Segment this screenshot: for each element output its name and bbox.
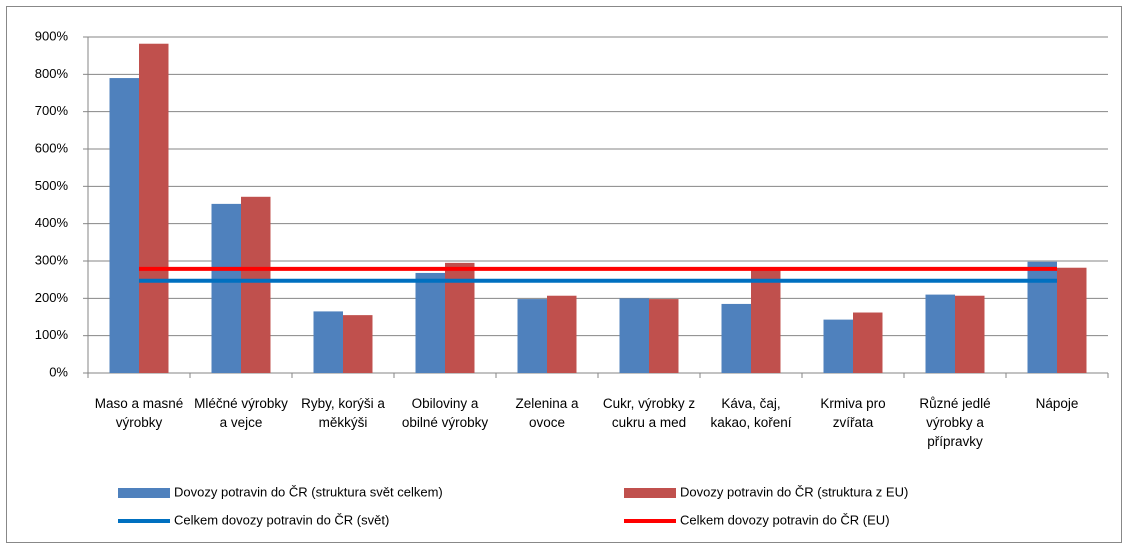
bar xyxy=(109,78,139,374)
bar xyxy=(547,295,577,373)
x-tick-label: Maso a masné výrobky xyxy=(94,396,184,430)
bar xyxy=(211,203,241,373)
x-tick-label: Zelenina a ovoce xyxy=(515,396,579,430)
y-tick-label: 400% xyxy=(35,215,69,230)
bar xyxy=(343,315,373,373)
legend-swatch xyxy=(624,488,676,498)
bar xyxy=(139,43,169,373)
bar xyxy=(955,295,985,373)
y-tick-label: 300% xyxy=(35,252,69,267)
bar xyxy=(619,298,649,373)
legend-label: Dovozy potravin do ČR (struktura svět ce… xyxy=(174,484,443,499)
x-tick-label: Obiloviny a obilné výrobky xyxy=(401,396,489,430)
legend-label: Celkem dovozy potravin do ČR (EU) xyxy=(680,512,890,527)
bar xyxy=(241,196,271,373)
x-tick-label: Krmiva pro zvířata xyxy=(820,396,886,430)
x-tick-label: Cukr, výrobky z cukru a med xyxy=(602,396,696,430)
legend-label: Celkem dovozy potravin do ČR (svět) xyxy=(174,512,389,527)
y-tick-label: 200% xyxy=(35,290,69,305)
chart-border xyxy=(6,6,1122,543)
bar xyxy=(925,294,955,373)
bar xyxy=(1057,267,1087,373)
bar xyxy=(517,299,547,373)
bar xyxy=(649,299,679,373)
bar xyxy=(313,311,343,373)
y-tick-label: 500% xyxy=(35,178,69,193)
bar xyxy=(1027,261,1057,373)
bar xyxy=(751,267,781,373)
x-tick-label: Ryby, korýši a měkkýši xyxy=(301,396,385,430)
bar xyxy=(853,312,883,373)
x-tick-label: Nápoje xyxy=(1035,396,1079,411)
x-tick-label: Káva, čaj, kakao, koření xyxy=(710,396,792,430)
bar xyxy=(823,319,853,373)
bar xyxy=(721,303,751,373)
y-tick-label: 800% xyxy=(35,66,69,81)
x-tick-label: Mléčné výrobky a vejce xyxy=(194,396,288,430)
legend-swatch xyxy=(118,488,170,498)
y-tick-label: 900% xyxy=(35,28,69,43)
x-tick-label: Různé jedlé výrobky a přípravky xyxy=(919,396,991,449)
y-tick-label: 0% xyxy=(49,364,68,379)
y-tick-label: 600% xyxy=(35,140,69,155)
bar xyxy=(415,272,445,373)
y-tick-label: 700% xyxy=(35,103,69,118)
y-tick-label: 100% xyxy=(35,327,69,342)
legend-label: Dovozy potravin do ČR (struktura z EU) xyxy=(680,484,908,499)
